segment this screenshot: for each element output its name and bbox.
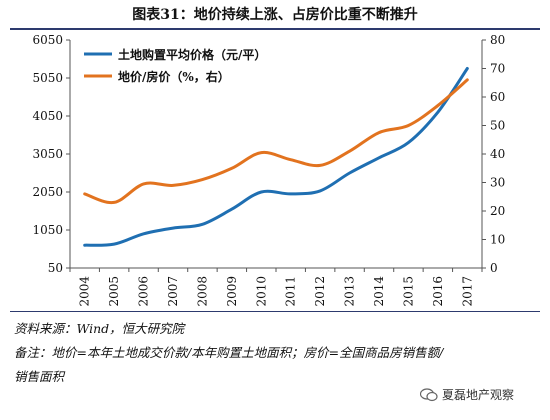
notes-rule	[10, 311, 540, 312]
x-tick-label: 2007	[166, 276, 180, 307]
right-tick-label: 0	[490, 261, 498, 275]
x-tick-label: 2017	[460, 276, 474, 307]
right-tick-label: 60	[490, 90, 505, 104]
land-price-line	[83, 67, 469, 247]
x-tick-label: 2011	[284, 276, 298, 307]
x-tick-label: 2014	[372, 276, 386, 307]
left-tick-label: 1050	[32, 223, 63, 237]
x-tick-label: 2012	[313, 276, 327, 307]
chart-title: 图表31：地价持续上涨、占房价比重不断推升	[132, 7, 418, 23]
x-tick-label: 2013	[343, 276, 357, 307]
right-tick-label: 80	[490, 33, 505, 47]
right-tick-label: 50	[490, 119, 505, 133]
x-tick-label: 2006	[137, 276, 151, 307]
right-tick-label: 20	[490, 204, 505, 218]
right-tick-label: 30	[490, 176, 505, 190]
x-axis-ticks: 2004 2005 2006 2007 2008 2009 2010 2011 2012 2013…	[69, 268, 483, 307]
remark-note-line2: 销售面积	[14, 369, 65, 384]
right-tick-label: 10	[490, 233, 505, 247]
left-tick-label: 3050	[32, 147, 63, 161]
right-tick-label: 40	[490, 147, 505, 161]
x-tick-label: 2016	[431, 276, 445, 307]
left-tick-label: 2050	[32, 185, 63, 199]
left-axis-ticks: 50 1050 2050 3050 4050 5050 6050	[32, 33, 70, 275]
right-axis-ticks: 0 10 20 30 40 50 60 70 80	[482, 33, 505, 275]
wechat-icon	[420, 387, 438, 401]
right-tick-label: 70	[490, 62, 505, 76]
left-tick-label: 50	[48, 261, 63, 275]
x-tick-label: 2004	[78, 276, 92, 307]
x-tick-label: 2009	[225, 276, 239, 307]
remark-note-line1: 备注：地价=本年土地成交价款/本年购置土地面积；房价=全国商品房销售额/	[14, 345, 444, 360]
left-tick-label: 4050	[32, 109, 63, 123]
x-tick-label: 2010	[254, 276, 268, 307]
legend-label: 地价/房价（%，右）	[118, 69, 230, 84]
x-tick-label: 2015	[401, 276, 415, 307]
left-tick-label: 5050	[32, 71, 63, 85]
land-house-ratio-line	[83, 78, 469, 205]
legend-label: 土地购置平均价格（元/平）	[118, 47, 266, 62]
source-note: 资料来源：Wind，恒大研究院	[14, 321, 185, 336]
x-tick-label: 2005	[107, 276, 121, 307]
left-tick-label: 6050	[32, 33, 63, 47]
watermark: 夏磊地产观察	[420, 386, 514, 403]
x-tick-label: 2008	[195, 276, 209, 307]
title-rule	[10, 28, 540, 30]
chart-legend: 土地购置平均价格（元/平） 地价/房价（%，右）	[84, 47, 266, 84]
watermark-text: 夏磊地产观察	[442, 388, 515, 402]
chart-series	[83, 67, 469, 247]
